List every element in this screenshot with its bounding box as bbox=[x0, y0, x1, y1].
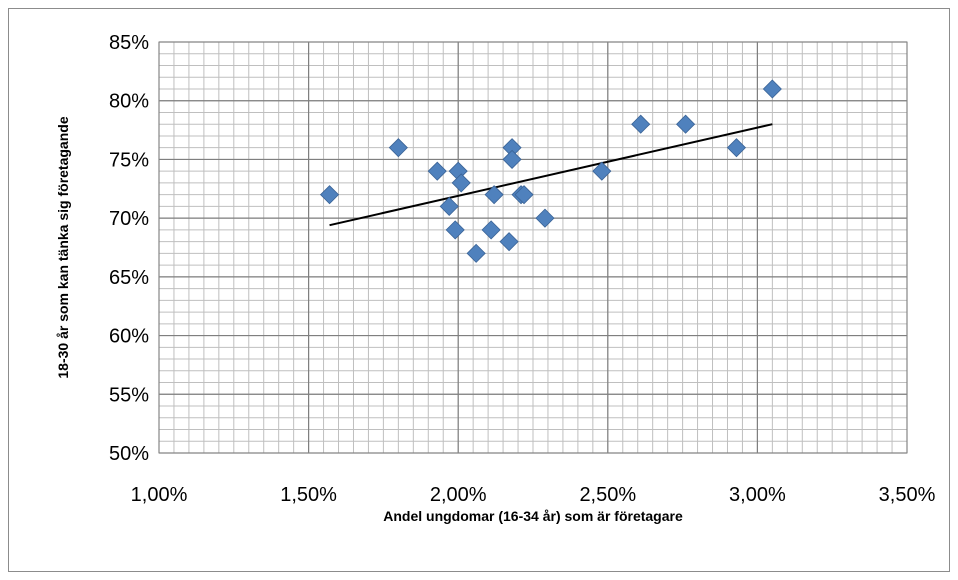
plot-area-border bbox=[158, 41, 908, 454]
trendline bbox=[329, 123, 773, 227]
chart-area bbox=[8, 8, 950, 572]
x-tick-label: 2,00% bbox=[430, 484, 487, 506]
data-points bbox=[319, 79, 782, 263]
minor-gridlines bbox=[159, 42, 907, 453]
data-point bbox=[388, 138, 408, 158]
data-point bbox=[726, 138, 747, 158]
y-axis-tick-labels: 50% 55% 60% 65% 70% 75% 80% 85% bbox=[109, 32, 149, 465]
data-point bbox=[514, 185, 534, 205]
data-point bbox=[427, 161, 447, 181]
y-axis-title: 18-30 år som kan tänka sig företagande bbox=[55, 116, 71, 378]
data-point bbox=[484, 185, 504, 205]
x-tick-label: 1,00% bbox=[131, 484, 188, 506]
data-point bbox=[592, 161, 612, 181]
y-tick-label: 50% bbox=[109, 443, 149, 465]
data-point bbox=[676, 114, 696, 134]
data-point bbox=[439, 196, 459, 216]
data-point bbox=[445, 220, 465, 240]
x-axis-title: Andel ungdomar (16-34 år) som är företag… bbox=[383, 508, 683, 524]
data-point bbox=[762, 79, 782, 99]
data-point bbox=[319, 185, 340, 205]
data-point bbox=[451, 173, 471, 193]
x-axis-tick-labels: 1,00% 1,50% 2,00% 2,50% 3,00% 3,50% bbox=[131, 484, 936, 506]
y-tick-label: 70% bbox=[109, 208, 149, 230]
y-tick-label: 55% bbox=[109, 384, 149, 406]
data-point bbox=[481, 220, 501, 240]
y-tick-label: 75% bbox=[109, 149, 149, 171]
data-point bbox=[502, 149, 522, 169]
data-point bbox=[631, 114, 651, 134]
x-tick-label: 1,50% bbox=[280, 484, 337, 506]
y-tick-label: 85% bbox=[109, 32, 149, 54]
y-tick-label: 80% bbox=[109, 91, 149, 113]
x-tick-label: 3,50% bbox=[879, 484, 936, 506]
y-tick-label: 65% bbox=[109, 267, 149, 289]
x-tick-label: 2,50% bbox=[579, 484, 636, 506]
data-point bbox=[535, 208, 555, 228]
data-point bbox=[466, 243, 486, 263]
y-tick-label: 60% bbox=[109, 326, 149, 348]
x-tick-label: 3,00% bbox=[729, 484, 786, 506]
data-point bbox=[499, 232, 519, 252]
